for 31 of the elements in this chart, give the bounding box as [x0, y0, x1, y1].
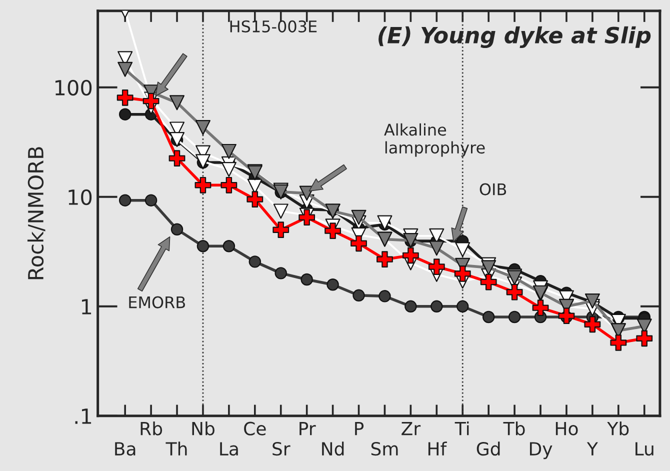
annotation: HS15-003E — [230, 20, 317, 32]
x-tick-label: Pr — [300, 422, 316, 436]
x-tick-label: P — [355, 422, 364, 436]
y-tick-label: .1 — [75, 408, 92, 424]
x-tick-label: Zr — [402, 422, 421, 436]
y-axis-title: Rock/NMORB — [27, 147, 46, 280]
annotation: OIB — [480, 183, 506, 196]
x-tick-label: Ti — [454, 421, 469, 436]
y-tick-label: 1 — [82, 299, 92, 314]
y-tick-label: 10 — [68, 189, 92, 206]
x-tick-label: Nb — [192, 421, 214, 436]
x-tick-label: Lu — [636, 442, 654, 456]
x-tick-label: Gd — [476, 442, 500, 456]
x-tick-label: Ce — [244, 422, 266, 436]
annotation: EMORB — [129, 296, 185, 308]
y-tick-label: 100 — [55, 80, 92, 96]
x-tick-label: Yb — [607, 421, 629, 436]
x-tick-label: Ho — [556, 422, 578, 436]
x-tick-label: Nd — [322, 442, 344, 456]
x-tick-label: Sm — [371, 442, 398, 456]
x-tick-label: Dy — [530, 442, 552, 460]
x-tick-label: Sr — [272, 442, 290, 456]
text: (E) Young dyke at Slip — [378, 26, 651, 48]
x-tick-label: Tb — [503, 421, 525, 436]
x-tick-label: Hf — [428, 442, 447, 456]
x-tick-label: Y — [586, 442, 598, 456]
x-tick-label: Rb — [140, 421, 162, 436]
annotation: Alkaline lamprophyre — [384, 123, 485, 157]
x-tick-label: Ba — [115, 442, 136, 456]
x-tick-label: Th — [166, 442, 187, 456]
x-tick-label: La — [220, 442, 238, 456]
